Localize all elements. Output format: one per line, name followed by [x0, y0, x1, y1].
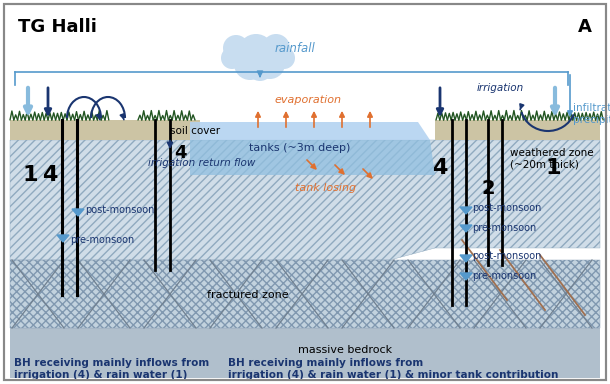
Text: post-monsoon: post-monsoon	[472, 251, 542, 261]
Text: A: A	[578, 18, 592, 36]
Text: tank losing: tank losing	[295, 183, 357, 193]
Circle shape	[223, 35, 249, 61]
Bar	[10, 260, 600, 328]
Polygon shape	[72, 209, 84, 216]
Text: pre-monsoon: pre-monsoon	[70, 235, 134, 245]
Text: pre-monsoon: pre-monsoon	[472, 223, 536, 233]
Text: TG Halli: TG Halli	[18, 18, 97, 36]
Polygon shape	[460, 255, 472, 262]
Text: pre-monsoon: pre-monsoon	[472, 271, 536, 281]
Text: post-monsoon: post-monsoon	[472, 203, 542, 213]
Polygon shape	[57, 235, 69, 242]
Circle shape	[273, 47, 295, 69]
Text: 4: 4	[42, 165, 58, 185]
Polygon shape	[190, 140, 435, 175]
Polygon shape	[10, 140, 600, 260]
Text: 4: 4	[174, 144, 186, 162]
Text: BH receiving mainly inflows from
irrigation (4) & rain water (1) & minor tank co: BH receiving mainly inflows from irrigat…	[228, 358, 558, 380]
Polygon shape	[460, 273, 472, 280]
Text: irrigation: irrigation	[476, 83, 523, 93]
Circle shape	[221, 47, 243, 69]
Circle shape	[262, 34, 290, 62]
Text: 4: 4	[432, 158, 448, 178]
Text: irrigation return flow: irrigation return flow	[148, 158, 256, 168]
Circle shape	[238, 34, 274, 70]
Polygon shape	[190, 122, 430, 140]
Circle shape	[241, 40, 275, 74]
Text: massive bedrock: massive bedrock	[298, 345, 392, 355]
Circle shape	[247, 55, 273, 81]
Circle shape	[234, 48, 266, 80]
Text: rainfall: rainfall	[275, 41, 316, 55]
Text: BH receiving mainly inflows from
irrigation (4) & rain water (1): BH receiving mainly inflows from irrigat…	[14, 358, 209, 380]
Circle shape	[255, 49, 285, 79]
Polygon shape	[460, 225, 472, 232]
Text: post-monsoon: post-monsoon	[85, 205, 154, 215]
Text: evaporation: evaporation	[274, 95, 342, 105]
Text: tanks (~3m deep): tanks (~3m deep)	[249, 143, 351, 153]
Text: infiltrating
precipitation: infiltrating precipitation	[573, 103, 610, 124]
Text: 2: 2	[481, 179, 495, 197]
Text: soil cover: soil cover	[170, 126, 220, 136]
Polygon shape	[460, 207, 472, 214]
Text: 1: 1	[545, 158, 561, 178]
Bar	[10, 260, 600, 328]
Text: weathered zone
(~20m thick): weathered zone (~20m thick)	[510, 148, 594, 170]
Text: fractured zone: fractured zone	[207, 290, 289, 300]
Bar	[10, 120, 200, 140]
Bar	[10, 328, 600, 378]
Bar	[435, 120, 600, 140]
Text: 1: 1	[22, 165, 38, 185]
